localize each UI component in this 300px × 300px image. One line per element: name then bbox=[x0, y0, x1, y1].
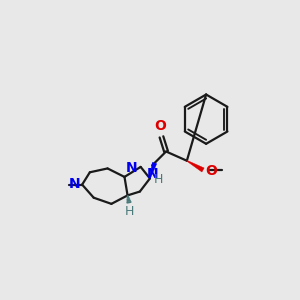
Text: H: H bbox=[125, 205, 135, 218]
Polygon shape bbox=[187, 160, 204, 172]
Text: H: H bbox=[154, 173, 163, 186]
Text: O: O bbox=[205, 164, 217, 178]
Polygon shape bbox=[149, 162, 157, 178]
Text: N: N bbox=[69, 177, 81, 191]
Text: O: O bbox=[154, 119, 166, 133]
Text: N: N bbox=[126, 160, 138, 175]
Text: N: N bbox=[147, 167, 159, 181]
